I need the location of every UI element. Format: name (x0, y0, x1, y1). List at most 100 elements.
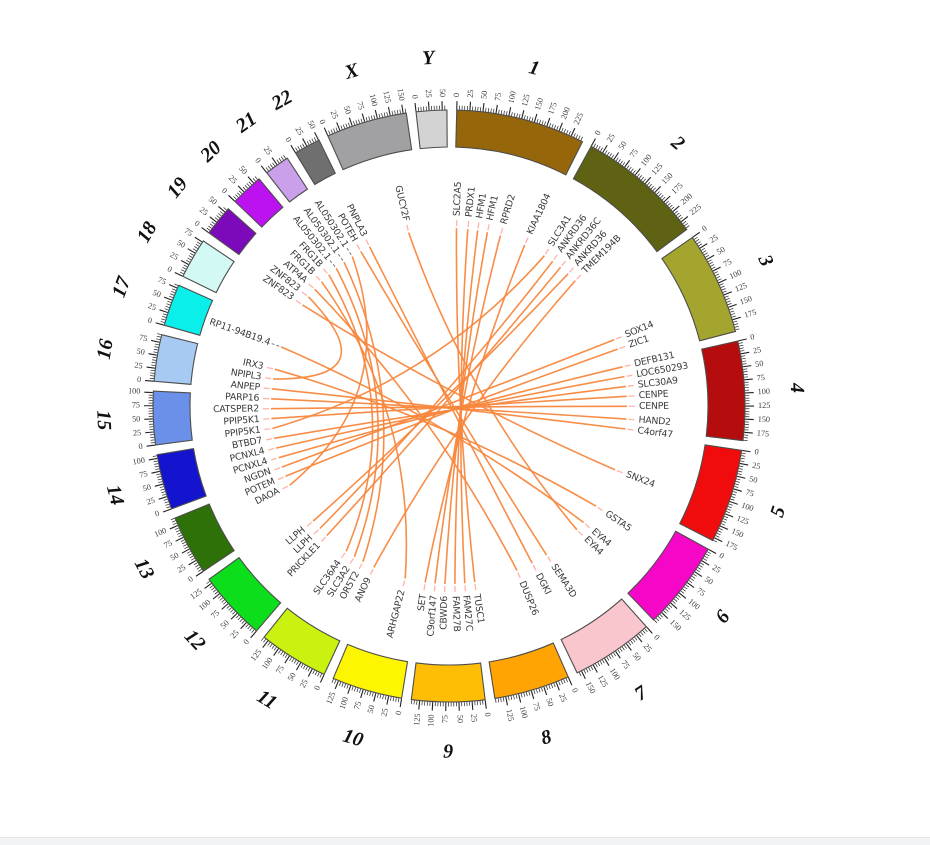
tick (735, 328, 740, 331)
tick (340, 125, 343, 130)
tick (248, 181, 252, 185)
tick (685, 225, 690, 229)
link-curve (326, 266, 562, 537)
tick (497, 698, 500, 703)
tick (330, 129, 333, 134)
gene-label: RPRD2 (499, 193, 518, 225)
chromosome-label: 16 (93, 338, 118, 361)
tick (282, 652, 286, 657)
tick (600, 147, 603, 152)
gene-leader-line (615, 336, 622, 340)
tick (642, 630, 646, 634)
gene-label: ANPEP (230, 379, 261, 393)
tick (401, 104, 404, 114)
tick (169, 525, 178, 530)
gene-leader-line (477, 222, 480, 229)
tick (186, 259, 190, 263)
tick (732, 316, 741, 321)
tick (640, 176, 644, 181)
tick (157, 478, 162, 481)
gene-label: FAM27B (450, 596, 462, 632)
tick (583, 669, 587, 674)
tick-label: 125 (520, 93, 532, 107)
tick (159, 309, 168, 314)
tick (718, 528, 723, 531)
tick-label: 25 (708, 233, 720, 245)
gene-leader-line (365, 239, 370, 246)
tick (640, 631, 644, 636)
tick (237, 192, 241, 196)
tick-label: 100 (426, 714, 436, 727)
tick (742, 365, 752, 368)
tick-label: 75 (209, 608, 221, 620)
tick (346, 684, 349, 689)
tick-label: 0 (147, 316, 153, 326)
tick (711, 266, 716, 269)
tick (250, 630, 257, 639)
tick (151, 470, 160, 474)
gene-leader-line (474, 584, 477, 591)
tick-label: 75 (132, 401, 140, 410)
tick (628, 166, 632, 171)
tick (553, 124, 557, 129)
tick (733, 488, 742, 492)
tick (323, 127, 329, 136)
link-curve (407, 232, 578, 531)
tick-label: 0 (754, 447, 759, 457)
tick-label: 50 (715, 245, 727, 257)
tick (170, 293, 175, 296)
tick (563, 128, 566, 133)
tick (705, 553, 710, 557)
tick (383, 112, 386, 117)
chromosome-band (415, 109, 448, 150)
chromosome-band (174, 503, 235, 572)
tick (164, 308, 169, 311)
tick (628, 641, 632, 646)
gene-label: KIAA1804 (525, 192, 554, 237)
gene-label: ARHGAP22 (385, 589, 408, 639)
tick (180, 259, 189, 265)
gene-leader-line (624, 364, 631, 368)
tick (580, 136, 583, 141)
tick (414, 102, 417, 112)
tick (729, 500, 738, 505)
tick (665, 608, 669, 612)
tick (345, 123, 348, 128)
tick (741, 455, 746, 457)
tick (195, 564, 199, 568)
tick (271, 157, 278, 165)
tick-label: 50 (132, 414, 141, 423)
tick-label: 75 (183, 226, 195, 238)
tick (644, 628, 648, 632)
tick-label: 100 (128, 386, 141, 396)
tick (347, 685, 352, 694)
gene-label: CENPE (638, 389, 669, 402)
tick-label: 50 (286, 671, 298, 683)
tick (493, 108, 495, 113)
link-curve (320, 281, 408, 579)
tick (187, 257, 192, 261)
tick (179, 271, 184, 275)
tick-label: 75 (138, 333, 148, 344)
tick (638, 175, 642, 179)
tick (397, 698, 400, 703)
tick (373, 114, 376, 120)
tick (678, 592, 687, 599)
tick (544, 121, 547, 126)
tick-label: 100 (728, 268, 743, 281)
gene-label: NPIPL3 (230, 367, 262, 383)
tick (702, 250, 707, 253)
tick-label: 125 (188, 587, 203, 602)
gene-leader-line (322, 268, 328, 274)
tick (273, 648, 279, 656)
tick (730, 313, 736, 316)
chromosome-label: 11 (253, 685, 281, 714)
tick-label: 25 (711, 563, 723, 575)
tick (546, 685, 549, 690)
tick (246, 183, 250, 187)
tick-label: 100 (518, 705, 530, 719)
tick (721, 523, 726, 526)
gene-leader-line (277, 476, 284, 481)
gene-label: SLC30A9 (637, 375, 679, 390)
tick (221, 603, 229, 610)
